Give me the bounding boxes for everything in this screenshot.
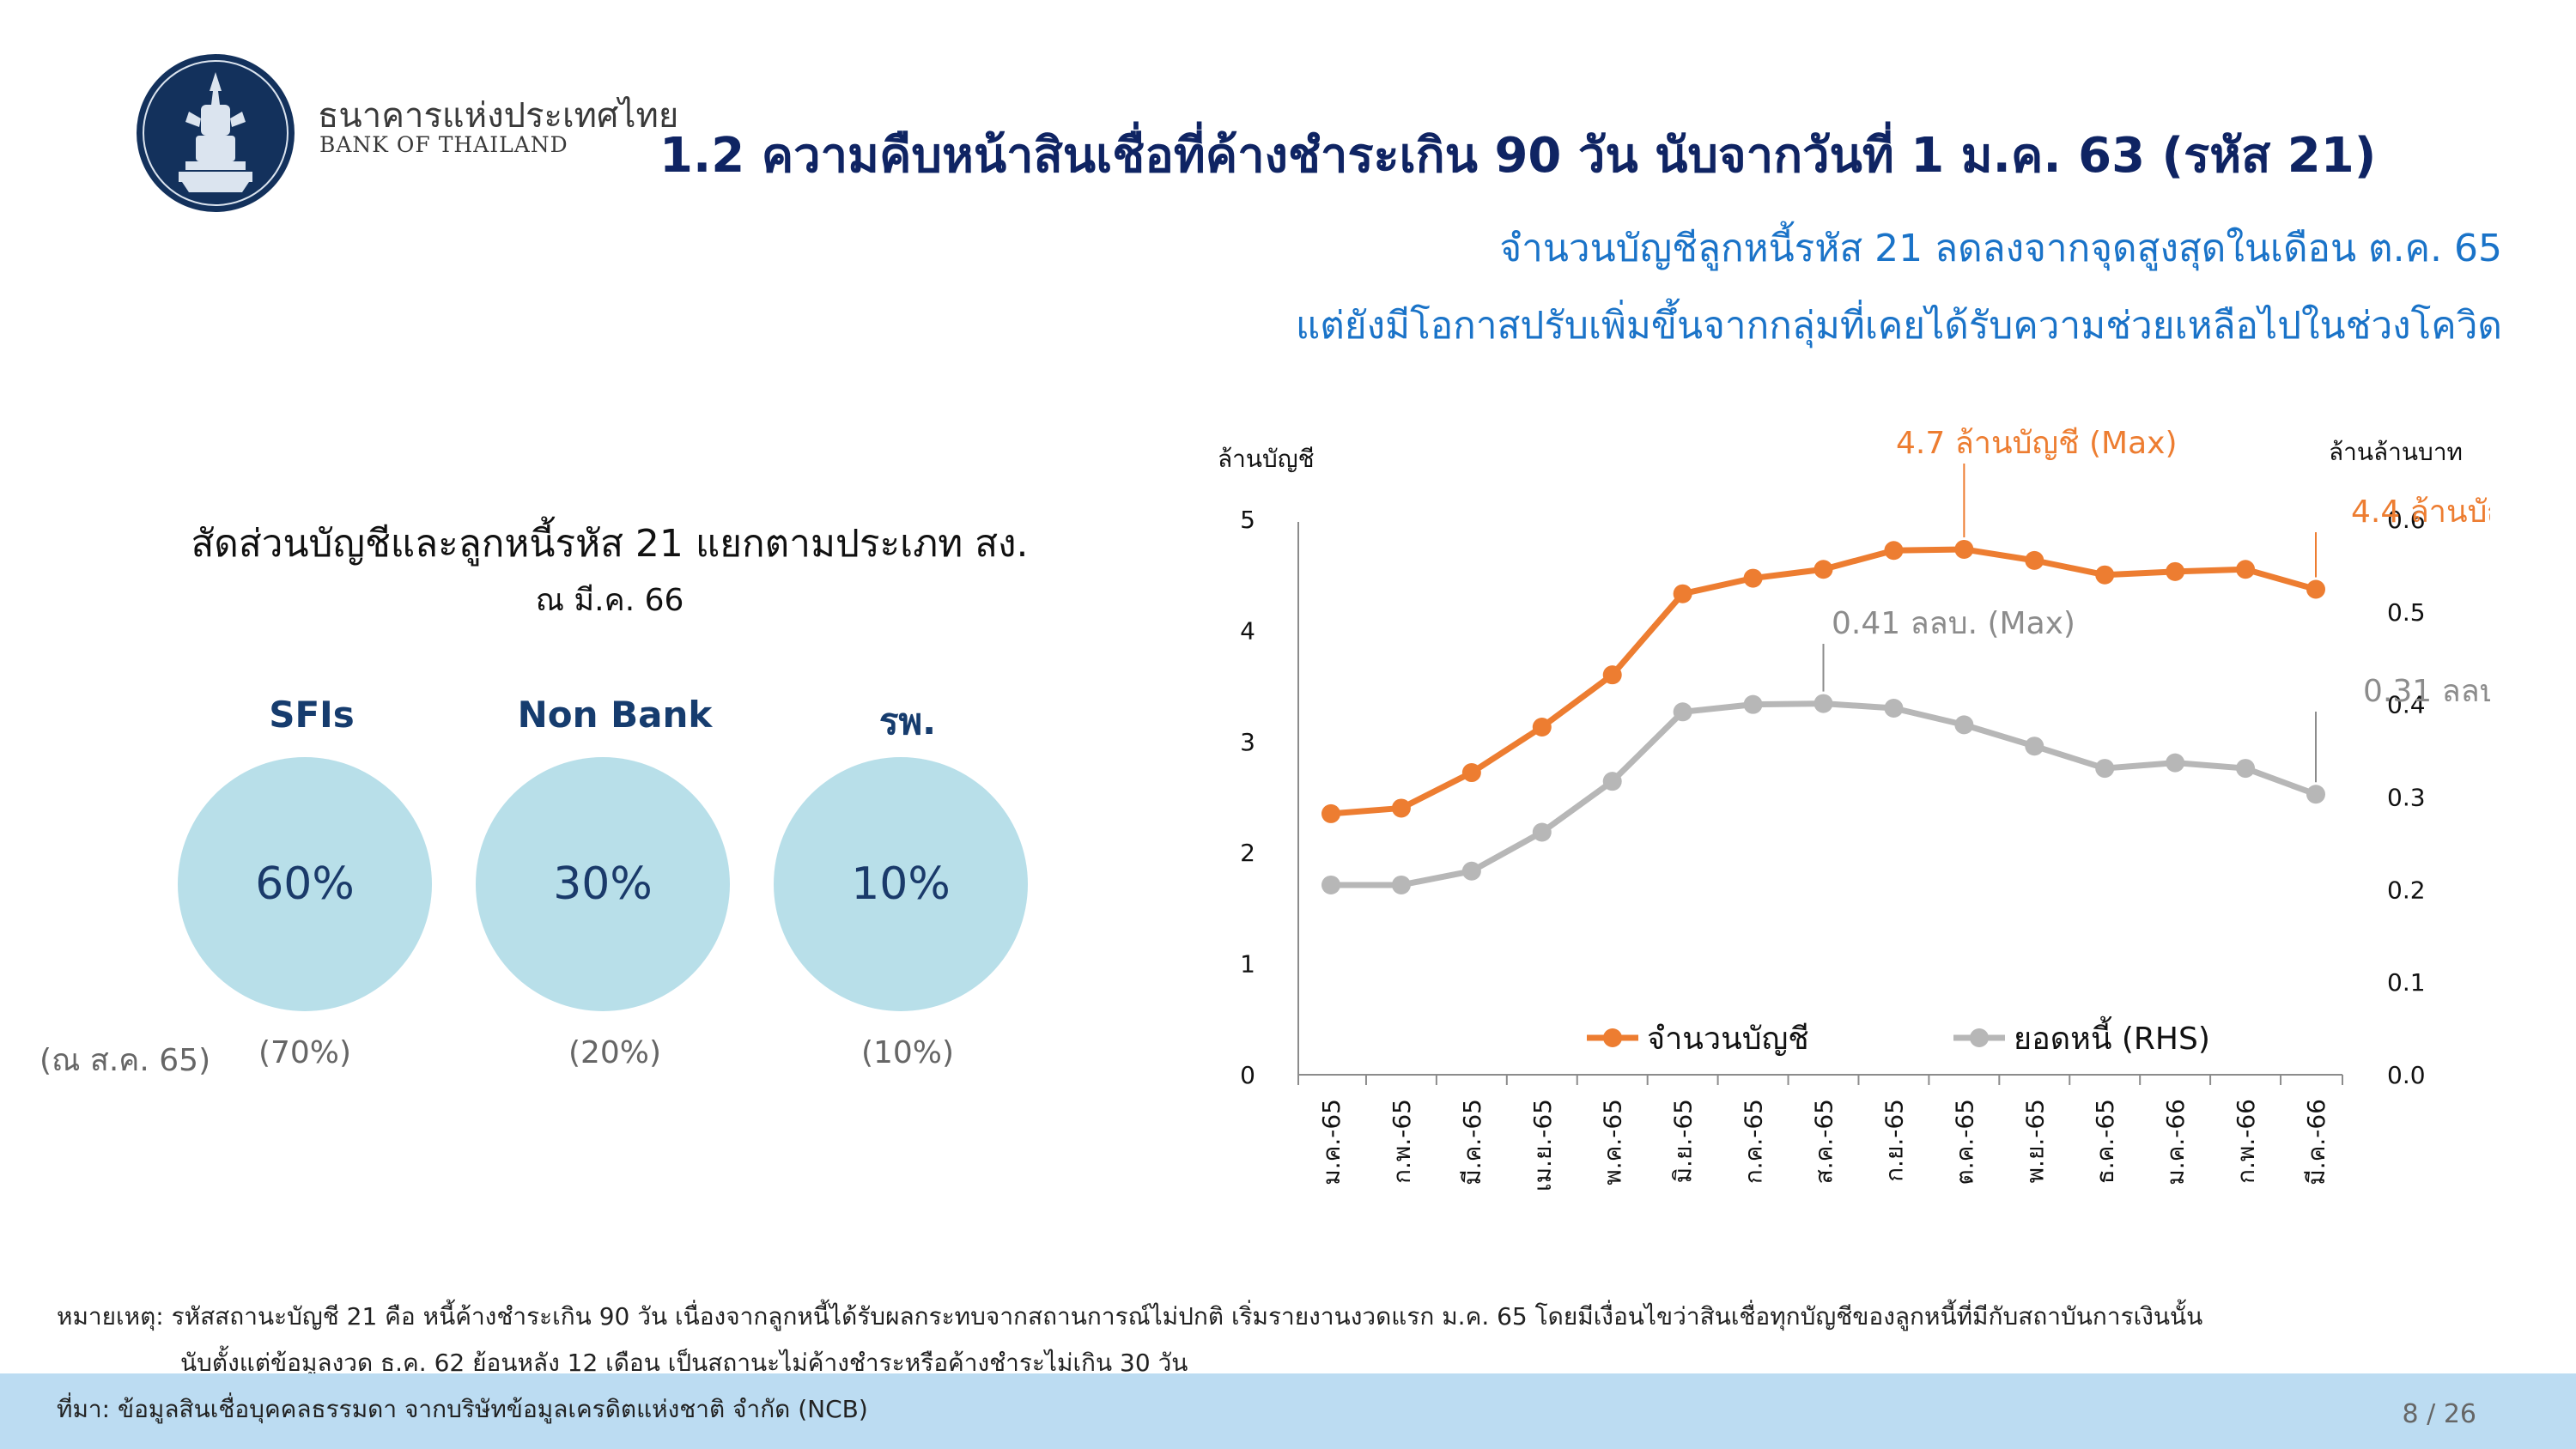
y-tick-right-label: 0.6 (2387, 506, 2426, 534)
bank-name-english: BANK OF THAILAND (319, 132, 568, 157)
previous-period-label: (ณ ส.ค. 65) (39, 1043, 211, 1078)
annotation-label: 0.41 ลลบ. (Max) (1832, 606, 2075, 641)
series-1-point (1954, 715, 1974, 735)
series-0-point (2306, 579, 2325, 599)
series-1-point (1321, 875, 1340, 894)
series-0-point (1532, 717, 1552, 737)
x-tick-label: ม.ค.-65 (1317, 1099, 1346, 1185)
series-0-point (2166, 561, 2185, 581)
x-tick-label: ก.พ.-66 (2232, 1099, 2260, 1184)
y-tick-right-label: 0.0 (2387, 1061, 2426, 1089)
x-tick-label: ม.ค.-66 (2161, 1099, 2190, 1185)
y-tick-left-label: 0 (1240, 1061, 1255, 1089)
legend-swatch-marker (1603, 1028, 1622, 1047)
series-1-point (1884, 698, 1904, 718)
x-tick-label: ต.ค.-65 (1950, 1099, 1978, 1185)
series-line-1 (1331, 700, 2318, 888)
breakdown-date: ณ มี.ค. 66 (535, 583, 684, 618)
series-0-point (1602, 665, 1622, 685)
annotation-label: 4.4 ล้านบัญชี (2351, 494, 2490, 530)
y-axis-right-label: ล้านล้านบาท (2329, 438, 2463, 466)
previous-share-sfis: (70%) (258, 1035, 352, 1070)
series-1-point (2095, 759, 2115, 779)
legend-label: จำนวนบัญชี (1647, 1022, 1809, 1057)
series-1-point (2166, 753, 2185, 773)
share-value-coop: 10% (851, 858, 951, 910)
x-tick-label: ก.พ.-65 (1388, 1099, 1416, 1184)
x-tick-label: มิ.ย.-65 (1669, 1099, 1698, 1183)
legend-swatch-marker (1970, 1028, 1989, 1047)
series-1-point (1391, 875, 1411, 894)
footnote-line-2: นับตั้งแต่ข้อมูลงวด ธ.ค. 62 ย้อนหลัง 12 … (180, 1349, 1188, 1377)
y-tick-left-label: 2 (1240, 839, 1255, 867)
annotation-label: 0.31 ลลบ. (2363, 674, 2490, 709)
footnote-line-1: หมายเหตุ: รหัสสถานะบัญชี 21 คือ หนี้ค้าง… (57, 1302, 2203, 1331)
series-1-point (1532, 822, 1552, 842)
category-label-non-bank: Non Bank (517, 694, 713, 736)
x-tick-label: มี.ค.-66 (2302, 1099, 2330, 1185)
x-tick-label: ก.ค.-65 (1740, 1099, 1768, 1184)
y-tick-right-label: 0.4 (2387, 691, 2426, 719)
x-tick-label: พ.ค.-65 (1599, 1099, 1627, 1185)
series-1-point (1673, 702, 1692, 722)
series-0-point (1954, 539, 1974, 559)
category-label-coop: รพ. (878, 700, 937, 743)
y-tick-right-label: 0.5 (2387, 598, 2426, 627)
y-tick-right-label: 0.3 (2387, 784, 2426, 812)
series-0-point (1814, 560, 1833, 579)
annotation-label: 4.7 ล้านบัญชี (Max) (1896, 426, 2178, 461)
series-0-point (2025, 550, 2044, 570)
series-0-point (1461, 763, 1481, 783)
footer-bar (0, 1373, 2576, 1449)
series-0-point (1884, 541, 1904, 561)
x-tick-label: พ.ย.-65 (2020, 1099, 2049, 1183)
x-tick-label: เม.ย.-65 (1528, 1099, 1557, 1191)
y-tick-left-label: 4 (1240, 616, 1255, 645)
share-circle-coop: 10% (774, 757, 1028, 1011)
page-title: 1.2 ความคืบหน้าสินเชื่อที่ค้างชำระเกิน 9… (659, 128, 2377, 184)
y-tick-left-label: 1 (1240, 950, 1255, 979)
source-note: ที่มา: ข้อมูลสินเชื่อบุคคลธรรมดา จากบริษ… (57, 1395, 868, 1423)
share-circle-non-bank: 30% (476, 757, 730, 1011)
y-tick-left-label: 3 (1240, 728, 1255, 756)
series-0-point (1673, 584, 1692, 603)
bank-name-thai: ธนาคารแห่งประเทศไทย (318, 96, 679, 136)
series-1-point (2025, 737, 2044, 756)
series-0-point (2236, 560, 2256, 579)
line-chart: ล้านบัญชี ล้านล้านบาท 0 1 2 3 4 5 0.0 0.1 0.2 0.3 0.… (1218, 426, 2490, 1191)
series-1-point (1461, 861, 1481, 881)
series-0-point (1321, 803, 1340, 823)
series-1-point (1814, 694, 1833, 713)
x-tick-label: ธ.ค.-65 (2091, 1099, 2119, 1184)
share-circle-sfis: 60% (178, 757, 432, 1011)
bank-of-thailand-logo (137, 54, 295, 212)
series-1-point (2306, 785, 2325, 804)
series-1-point (1743, 694, 1763, 714)
series-1-point (2236, 759, 2256, 779)
share-value-sfis: 60% (255, 858, 355, 910)
x-tick-label: ส.ค.-65 (1810, 1099, 1838, 1184)
x-tick-label: ก.ย.-65 (1880, 1099, 1908, 1182)
legend-label: ยอดหนี้ (RHS) (2014, 1016, 2210, 1057)
x-tick-label: มี.ค.-65 (1458, 1099, 1486, 1185)
page-number: 8 / 26 (2402, 1399, 2476, 1429)
y-axis-left-label: ล้านบัญชี (1218, 445, 1315, 473)
share-value-non-bank: 30% (553, 858, 653, 910)
series-1-point (1602, 772, 1622, 791)
subtitle-line-2: แต่ยังมีโอกาสปรับเพิ่มขึ้นจากกลุ่มที่เคย… (1295, 304, 2502, 348)
series-0-point (1391, 798, 1411, 818)
y-tick-right-label: 0.2 (2387, 876, 2426, 904)
previous-share-non-bank: (20%) (568, 1035, 662, 1070)
category-label-sfis: SFIs (269, 694, 355, 736)
series-0-point (1743, 568, 1763, 588)
y-tick-right-label: 0.1 (2387, 968, 2426, 997)
subtitle-line-1: จำนวนบัญชีลูกหนี้รหัส 21 ลดลงจากจุดสูงสุ… (1499, 227, 2502, 270)
breakdown-title: สัดส่วนบัญชีและลูกหนี้รหัส 21 แยกตามประเ… (191, 522, 1029, 566)
previous-share-coop: (10%) (860, 1035, 955, 1070)
y-tick-left-label: 5 (1240, 506, 1255, 534)
series-0-point (2095, 565, 2115, 585)
